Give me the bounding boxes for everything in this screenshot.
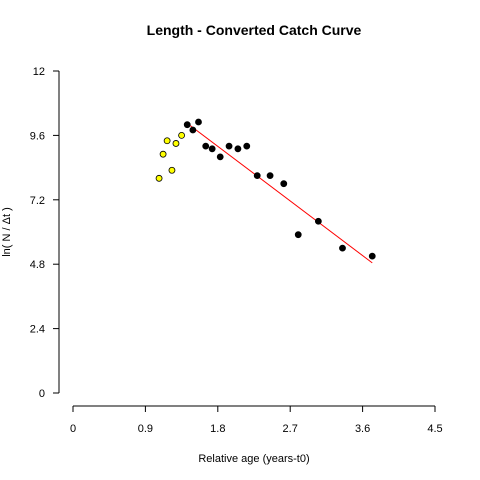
- regression-data-point: [183, 121, 191, 129]
- regression-data-point: [216, 153, 224, 161]
- regression-data-point: [234, 145, 242, 153]
- regression-data-point: [243, 142, 251, 150]
- regression-data-point: [314, 217, 322, 225]
- y-axis-label: ln( N / Δt ): [1, 207, 13, 257]
- chart-title: Length - Converted Catch Curve: [147, 22, 362, 38]
- excluded-data-point: [163, 137, 171, 145]
- y-tick-label: 4.8: [30, 259, 45, 271]
- x-tick-label: 0: [70, 423, 76, 435]
- regression-data-point: [225, 142, 233, 150]
- excluded-data-point: [168, 166, 176, 174]
- y-tick-label: 12: [33, 66, 45, 78]
- regression-data-point: [189, 126, 197, 134]
- regression-data-point: [195, 118, 202, 126]
- excluded-data-point: [178, 131, 186, 139]
- x-tick-label: 3.6: [355, 423, 370, 435]
- x-tick-label: 0.9: [138, 423, 153, 435]
- regression-data-point: [202, 142, 210, 150]
- x-axis-ticks: 0 0.9 1.8 2.7 3.6 4.5: [70, 406, 443, 435]
- regression-line: [186, 122, 373, 264]
- x-tick-label: 2.7: [283, 423, 298, 435]
- x-tick-label: 4.5: [427, 423, 442, 435]
- regression-data-point: [368, 252, 376, 260]
- excluded-data-point: [172, 140, 180, 147]
- y-tick-label: 2.4: [30, 324, 45, 336]
- y-axis-ticks: 0 2.4 4.8 7.2 9.6 12: [30, 66, 59, 400]
- y-tick-label: 9.6: [30, 130, 45, 142]
- regression-data-point: [280, 180, 288, 188]
- regression-data-point: [294, 231, 302, 239]
- regression-data-point: [253, 172, 261, 180]
- x-tick-label: 1.8: [210, 423, 225, 435]
- regression-data-point: [339, 244, 346, 252]
- data-points: [155, 118, 376, 260]
- x-axis-label: Relative age (years-t0): [198, 453, 309, 465]
- regression-data-point: [266, 172, 274, 180]
- y-tick-label: 0: [39, 388, 45, 400]
- regression-data-point: [208, 145, 216, 153]
- y-tick-label: 7.2: [30, 195, 45, 207]
- excluded-data-point: [159, 150, 167, 158]
- excluded-data-point: [155, 174, 163, 182]
